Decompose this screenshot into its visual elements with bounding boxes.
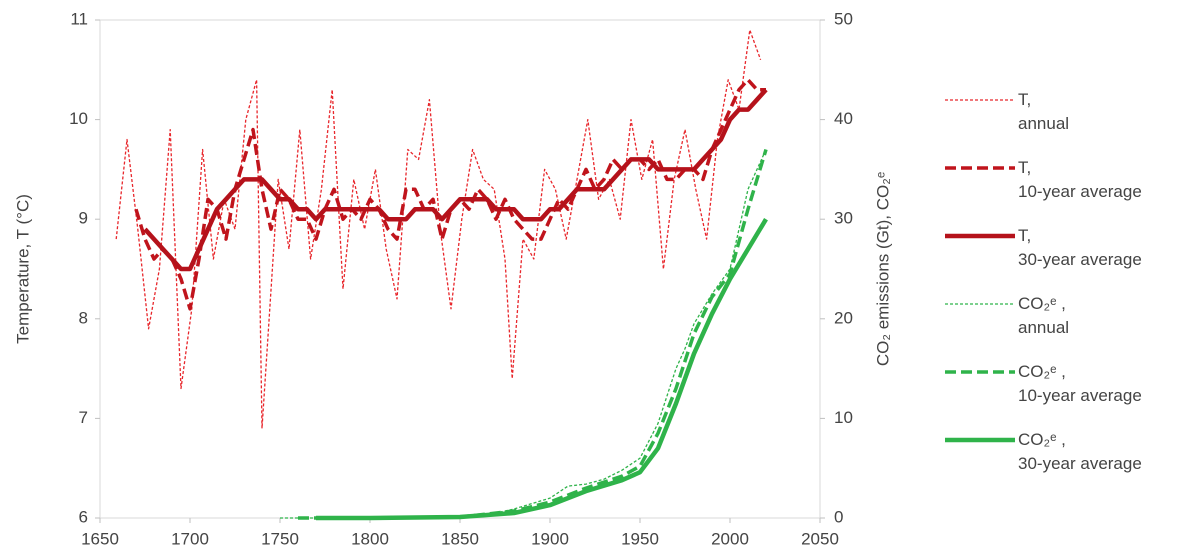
y-axis-title: Temperature, T (°C) xyxy=(13,194,32,344)
y2-tick-label: 30 xyxy=(834,209,853,228)
x-tick-label: 1800 xyxy=(351,529,389,548)
x-tick-label: 1950 xyxy=(621,529,659,548)
series-line xyxy=(143,88,768,272)
series-line xyxy=(280,149,767,519)
y-tick-label: 10 xyxy=(69,109,88,128)
plot-frame xyxy=(99,19,821,519)
legend-label: T, 10-year average xyxy=(1018,158,1142,201)
y2-tick-label: 0 xyxy=(834,507,843,526)
y-tick-label: 8 xyxy=(79,308,88,327)
y-tick-label: 11 xyxy=(70,9,88,28)
series-line xyxy=(134,78,766,311)
legend-label: T, 30-year average xyxy=(1018,226,1142,269)
y-tick-label: 9 xyxy=(79,209,88,228)
y-tick-label: 7 xyxy=(79,408,88,427)
x-tick-label: 1650 xyxy=(81,529,119,548)
y-tick-label: 6 xyxy=(79,507,88,526)
y2-tick-label: 10 xyxy=(834,408,853,427)
legend-label: CO₂ᵉ , 10-year average xyxy=(1018,362,1142,405)
x-tick-label: 1700 xyxy=(171,529,209,548)
y2-tick-label: 20 xyxy=(834,308,853,327)
legend-label: T, annual xyxy=(1018,90,1070,133)
x-tick-label: 1900 xyxy=(531,529,569,548)
x-tick-label: 1750 xyxy=(261,529,299,548)
y2-axis-title: CO₂ emissions (Gt), CO₂ᵉ xyxy=(873,172,892,366)
x-tick-label: 1850 xyxy=(441,529,479,548)
y2-tick-label: 50 xyxy=(834,9,853,28)
legend-label: CO₂ᵉ , annual xyxy=(1018,294,1070,337)
series-line xyxy=(316,218,768,521)
x-tick-label: 2050 xyxy=(801,529,839,548)
y2-tick-label: 40 xyxy=(834,109,853,128)
x-tick-label: 2000 xyxy=(711,529,749,548)
legend-label: CO₂ᵉ , 30-year average xyxy=(1018,430,1142,473)
